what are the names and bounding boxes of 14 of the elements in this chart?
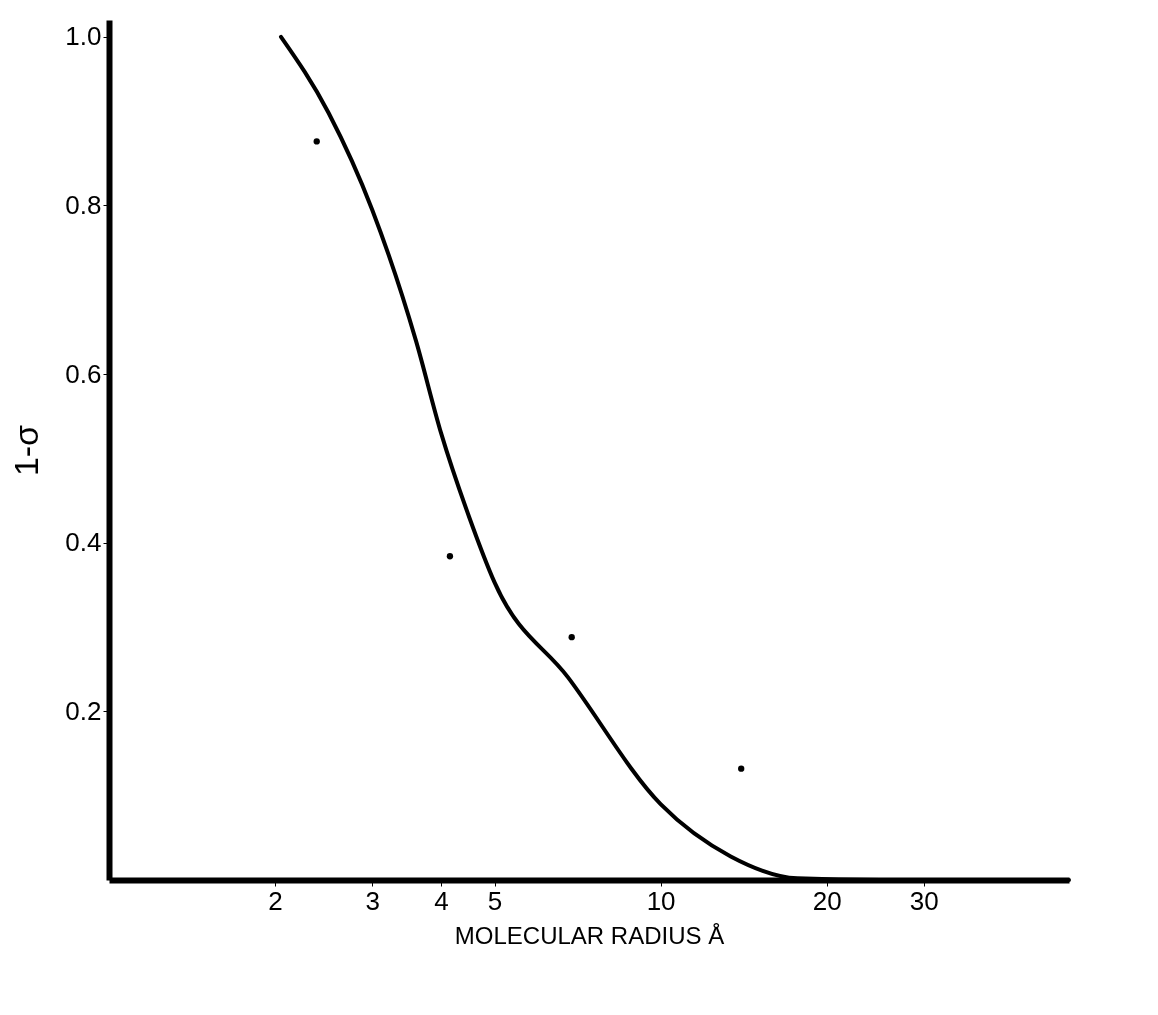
- y-tick-label: 0.2: [65, 695, 102, 726]
- x-tick-label: 30: [909, 885, 939, 916]
- x-tick-label: 20: [812, 885, 842, 916]
- x-tick-label: 5: [487, 885, 503, 916]
- y-axis-title: 1-σ: [7, 424, 46, 477]
- y-tick-label: 0.8: [65, 189, 102, 220]
- x-tick-label: 4: [434, 885, 449, 916]
- y-tick-label: 0.4: [65, 527, 102, 558]
- x-axis-title: MOLECULAR RADIUS Å: [454, 921, 725, 949]
- x-tick-label: 2: [268, 885, 283, 916]
- x-tick-label: 3: [365, 885, 380, 916]
- y-tick-label: 1.0: [65, 21, 102, 52]
- y-tick-label: 0.6: [65, 358, 102, 389]
- x-tick-label: 10: [646, 885, 676, 916]
